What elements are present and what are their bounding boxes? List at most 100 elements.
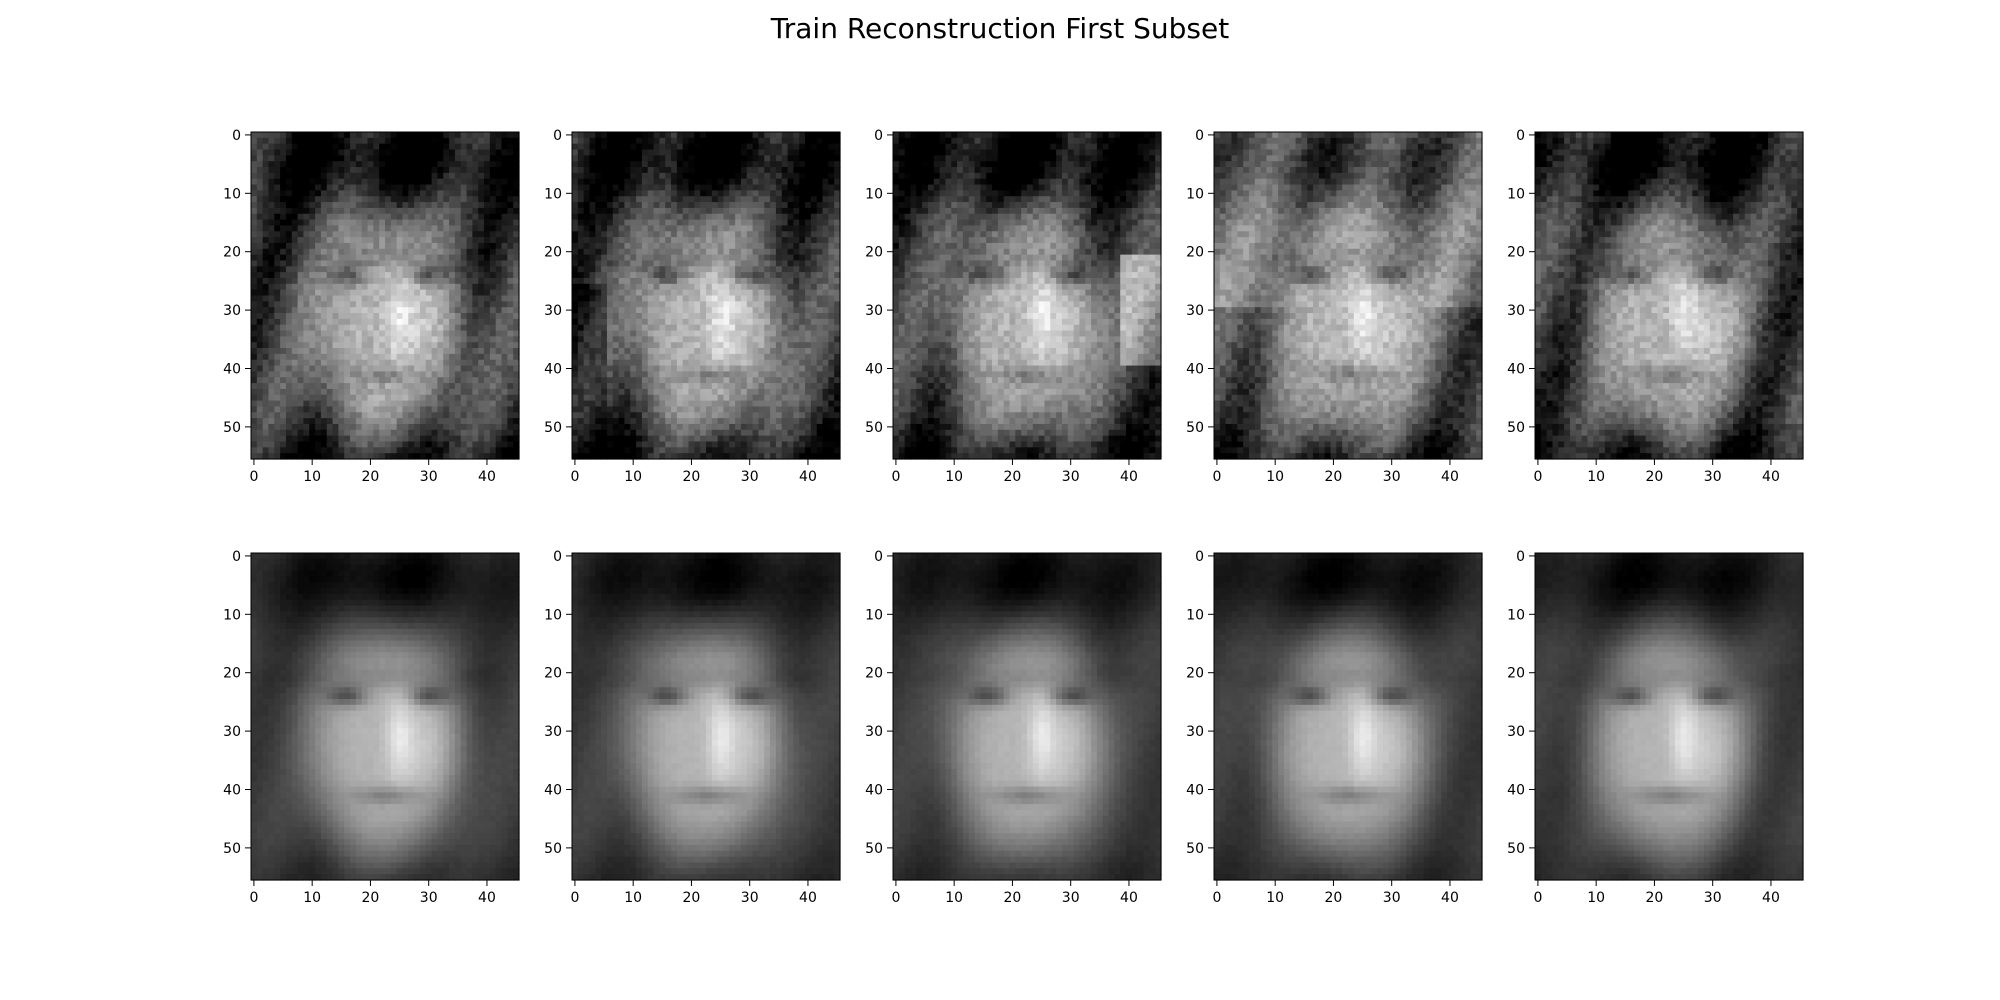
image-pixel: [572, 255, 578, 261]
image-pixel: [507, 243, 513, 249]
image-pixel: [683, 202, 689, 208]
image-pixel: [619, 185, 625, 191]
image-pixel: [467, 243, 473, 249]
image-pixel: [385, 237, 391, 243]
image-pixel: [344, 243, 350, 249]
image-pixel: [443, 220, 449, 226]
image-pixel: [490, 225, 496, 231]
image-pixel: [782, 173, 788, 179]
image-pixel: [502, 243, 508, 249]
image-pixel: [578, 360, 584, 366]
image-pixel: [828, 214, 834, 220]
image-pixel: [292, 202, 298, 208]
image-pixel: [659, 395, 665, 401]
image-pixel: [630, 313, 636, 319]
image-pixel: [507, 313, 513, 319]
image-pixel: [619, 401, 625, 407]
image-pixel: [298, 155, 304, 161]
image-pixel: [654, 366, 660, 372]
image-pixel: [572, 360, 578, 366]
image-pixel: [624, 319, 630, 325]
image-pixel: [484, 266, 490, 272]
image-pixel: [782, 278, 788, 284]
image-pixel: [356, 366, 362, 372]
image-pixel: [321, 366, 327, 372]
image-pixel: [280, 132, 286, 138]
image-pixel: [624, 220, 630, 226]
image-pixel: [420, 441, 426, 447]
image-pixel: [321, 436, 327, 442]
image-pixel: [303, 231, 309, 237]
image-pixel: [671, 389, 677, 395]
image-pixel: [747, 360, 753, 366]
image-pixel: [799, 336, 805, 342]
image-pixel: [589, 225, 595, 231]
image-pixel: [280, 284, 286, 290]
image-pixel: [747, 161, 753, 167]
image-pixel: [327, 161, 333, 167]
image-pixel: [461, 360, 467, 366]
image-pixel: [753, 208, 759, 214]
image-pixel: [327, 266, 333, 272]
image-pixel: [496, 418, 502, 424]
image-pixel: [437, 436, 443, 442]
image-pixel: [654, 383, 660, 389]
image-pixel: [677, 336, 683, 342]
image-pixel: [472, 272, 478, 278]
image-pixel: [776, 266, 782, 272]
image-pixel: [490, 220, 496, 226]
image-pixel: [467, 202, 473, 208]
image-pixel: [793, 296, 799, 302]
image-pixel: [578, 196, 584, 202]
image-pixel: [274, 272, 280, 278]
image-pixel: [828, 313, 834, 319]
image-pixel: [292, 447, 298, 453]
image-pixel: [694, 266, 700, 272]
image-pixel: [572, 132, 578, 138]
image-pixel: [414, 354, 420, 360]
image-pixel: [636, 231, 642, 237]
image-pixel: [799, 430, 805, 436]
image-pixel: [298, 430, 304, 436]
image-pixel: [338, 447, 344, 453]
image-pixel: [706, 278, 712, 284]
image-pixel: [677, 412, 683, 418]
image-pixel: [811, 401, 817, 407]
image-pixel: [432, 208, 438, 214]
image-pixel: [683, 313, 689, 319]
image-pixel: [659, 424, 665, 430]
image-pixel: [648, 249, 654, 255]
image-pixel: [414, 342, 420, 348]
image-pixel: [379, 401, 385, 407]
image-pixel: [373, 383, 379, 389]
image-pixel: [764, 150, 770, 156]
image-pixel: [619, 260, 625, 266]
image-pixel: [805, 185, 811, 191]
image-pixel: [642, 301, 648, 307]
image-pixel: [607, 296, 613, 302]
image-pixel: [788, 401, 794, 407]
image-pixel: [619, 395, 625, 401]
image-pixel: [741, 319, 747, 325]
image-pixel: [589, 167, 595, 173]
image-pixel: [694, 389, 700, 395]
image-pixel: [467, 348, 473, 354]
image-pixel: [333, 366, 339, 372]
image-pixel: [823, 278, 829, 284]
image-pixel: [683, 179, 689, 185]
image-pixel: [368, 406, 374, 412]
image-pixel: [303, 377, 309, 383]
image-pixel: [344, 348, 350, 354]
image-pixel: [397, 214, 403, 220]
image-pixel: [782, 360, 788, 366]
image-pixel: [712, 272, 718, 278]
image-pixel: [689, 272, 695, 278]
image-pixel: [257, 290, 263, 296]
image-pixel: [490, 401, 496, 407]
image-pixel: [408, 243, 414, 249]
image-pixel: [385, 313, 391, 319]
image-pixel: [303, 296, 309, 302]
image-pixel: [496, 389, 502, 395]
image-pixel: [630, 138, 636, 144]
image-pixel: [735, 138, 741, 144]
